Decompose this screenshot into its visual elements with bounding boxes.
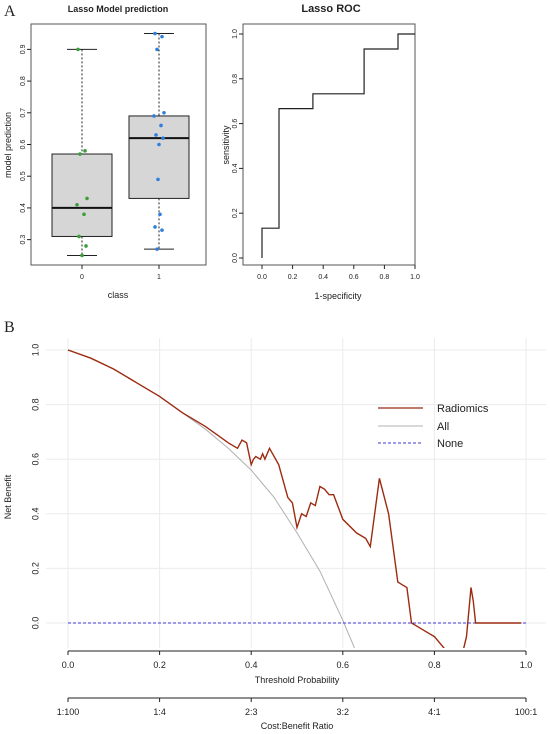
box-data-point bbox=[78, 152, 82, 156]
dca-y-tick-label: 0.4 bbox=[30, 508, 40, 521]
box-data-point bbox=[82, 212, 86, 217]
roc-x-tick-label: 1.0 bbox=[410, 274, 420, 281]
roc-x-tick-label: 0.6 bbox=[349, 274, 359, 281]
box-y-tick-label: 0.4 bbox=[20, 203, 27, 213]
dca-x-label: Threshold Probability bbox=[255, 675, 340, 685]
roc-x-label: 1-specificity bbox=[314, 291, 362, 301]
cost-benefit-tick-label: 1:100 bbox=[57, 707, 80, 717]
box-data-point bbox=[157, 142, 161, 147]
box-data-point bbox=[158, 212, 162, 217]
box-data-point bbox=[85, 196, 89, 201]
legend-label-none: None bbox=[437, 438, 463, 450]
cost-benefit-tick-label: 1:4 bbox=[153, 707, 166, 717]
dca-x-tick-label: 0.4 bbox=[245, 660, 258, 670]
box-y-tick-label: 0.9 bbox=[20, 44, 27, 54]
box-plot-x-label: class bbox=[108, 290, 129, 300]
box-data-point bbox=[159, 123, 163, 128]
box-data-point bbox=[83, 149, 87, 153]
roc-y-label: sensitivity bbox=[221, 125, 231, 165]
dca-x-tick-label: 0.8 bbox=[428, 660, 441, 670]
box-data-point bbox=[76, 47, 80, 52]
box-data-point bbox=[161, 136, 165, 140]
dca-y-tick-label: 0.6 bbox=[30, 453, 40, 466]
roc-y-ticks: 0.0 0.2 0.4 0.6 0.8 1.0 bbox=[232, 29, 243, 263]
roc-y-tick-label: 0.8 bbox=[232, 74, 239, 84]
box-y-tick-label: 0.6 bbox=[20, 140, 27, 150]
cost-benefit-tick-label: 4:1 bbox=[428, 707, 441, 717]
roc-y-tick-label: 0.6 bbox=[232, 119, 239, 129]
roc-x-tick-label: 0.2 bbox=[288, 274, 298, 281]
roc-frame bbox=[242, 23, 416, 266]
box-data-point bbox=[155, 247, 159, 251]
box-plot-points bbox=[75, 31, 166, 258]
box-data-point bbox=[155, 47, 159, 52]
decision-curve-chart: 0.0 0.2 0.4 0.6 0.8 1.0 0.0 0.2 0.4 0.6 0.8 1.0 Th… bbox=[3, 338, 546, 731]
box-iqr bbox=[51, 153, 113, 237]
box-y-tick-label: 0.5 bbox=[20, 171, 27, 181]
dca-x-tick-label: 0.6 bbox=[337, 660, 350, 670]
cost-benefit-axis: 1:100 1:4 2:3 3:2 4:1 100:1 bbox=[57, 697, 538, 717]
box-plot-title: Lasso Model prediction bbox=[68, 4, 169, 14]
roc-y-tick-label: 0.4 bbox=[232, 163, 239, 173]
box-plot-y-label: model prediction bbox=[3, 112, 13, 178]
roc-y-tick-label: 0.2 bbox=[232, 208, 239, 218]
dca-series-radiomics bbox=[67, 349, 522, 648]
roc-x-ticks: 0.0 0.2 0.4 0.6 0.8 1.0 bbox=[257, 265, 420, 281]
box-data-point bbox=[84, 244, 88, 248]
dca-y-tick-label: 0.2 bbox=[30, 562, 40, 575]
box-plot-boxes bbox=[51, 33, 190, 256]
cost-benefit-tick-label: 100:1 bbox=[515, 707, 538, 717]
roc-x-tick-label: 0.0 bbox=[257, 274, 267, 281]
dca-x-ticks: 0.0 0.2 0.4 0.6 0.8 1.0 bbox=[62, 650, 533, 670]
cost-benefit-label: Cost:Benefit Ratio bbox=[261, 721, 334, 731]
box-data-point bbox=[154, 133, 158, 137]
dca-y-tick-label: 0.8 bbox=[30, 398, 40, 411]
box-iqr bbox=[128, 115, 190, 199]
box-y-tick-label: 0.3 bbox=[20, 235, 27, 245]
panel-label-b: B bbox=[4, 319, 15, 336]
dca-y-label: Net Benefit bbox=[3, 474, 13, 519]
box-data-point bbox=[162, 110, 166, 115]
box-x-tick-label: 1 bbox=[157, 274, 161, 281]
dca-series bbox=[67, 349, 526, 648]
dca-y-tick-label: 1.0 bbox=[30, 344, 40, 357]
box-data-point bbox=[153, 225, 157, 229]
roc-x-tick-label: 0.8 bbox=[380, 274, 390, 281]
box-data-point bbox=[153, 31, 157, 36]
box-y-tick-label: 0.7 bbox=[20, 108, 27, 118]
box-y-tick-label: 0.8 bbox=[20, 76, 27, 86]
dca-y-ticks: 0.0 0.2 0.4 0.6 0.8 1.0 bbox=[30, 344, 40, 630]
dca-x-tick-label: 0.2 bbox=[153, 660, 166, 670]
dca-legend: Radiomics All None bbox=[378, 403, 489, 450]
box-data-point bbox=[160, 34, 164, 39]
roc-y-tick-label: 0.0 bbox=[232, 253, 239, 263]
box-x-tick-label: 0 bbox=[80, 274, 84, 281]
box-data-point bbox=[156, 177, 160, 182]
cost-benefit-tick-label: 2:3 bbox=[245, 707, 258, 717]
dca-plot-area bbox=[46, 338, 546, 648]
box-data-point bbox=[160, 228, 164, 232]
box-data-point bbox=[75, 202, 79, 207]
box-data-point bbox=[152, 114, 156, 118]
dca-x-tick-label: 0.0 bbox=[62, 660, 75, 670]
box-plot-y-ticks: 0.3 0.4 0.5 0.6 0.7 0.8 0.9 bbox=[20, 44, 31, 244]
box-data-point bbox=[77, 234, 81, 239]
cost-benefit-tick-label: 3:2 bbox=[337, 707, 350, 717]
dca-x-tick-label: 1.0 bbox=[520, 660, 533, 670]
panel-label-a: A bbox=[4, 3, 16, 20]
dca-y-tick-label: 0.0 bbox=[30, 617, 40, 630]
roc-curve bbox=[261, 33, 415, 258]
box-plot: Lasso Model prediction class model predi… bbox=[3, 4, 207, 300]
roc-y-tick-label: 1.0 bbox=[232, 29, 239, 39]
legend-label-radiomics: Radiomics bbox=[437, 403, 489, 415]
roc-chart: Lasso ROC 1-specificity sensitivity 0.00… bbox=[221, 3, 420, 301]
roc-x-tick-label: 0.4 bbox=[318, 274, 328, 281]
box-data-point bbox=[80, 253, 84, 258]
legend-label-all: All bbox=[437, 421, 449, 433]
roc-title: Lasso ROC bbox=[301, 3, 360, 15]
